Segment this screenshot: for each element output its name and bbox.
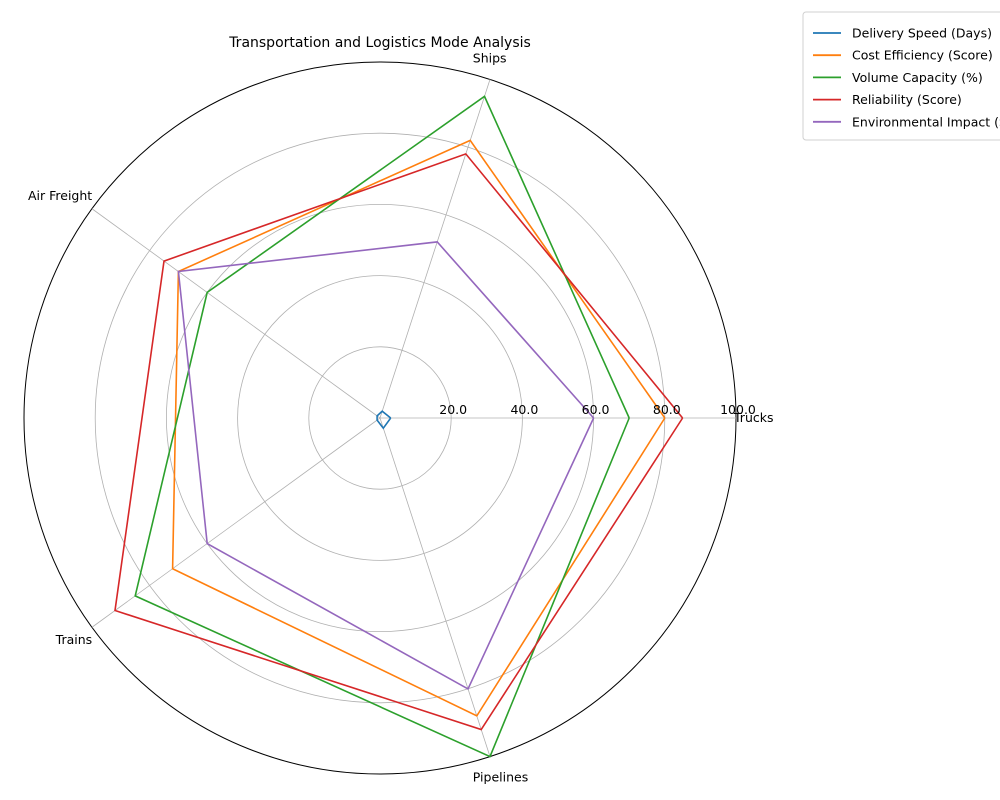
series-line bbox=[177, 241, 595, 691]
category-label: Pipelines bbox=[473, 769, 528, 784]
category-label: Trucks bbox=[733, 410, 773, 425]
radial-tick-label: 80.0 bbox=[653, 402, 681, 417]
series-layer bbox=[114, 95, 684, 758]
radial-tick-label: 20.0 bbox=[439, 402, 467, 417]
spoke-line bbox=[379, 417, 491, 757]
legend-entry: Reliability (Score) bbox=[852, 92, 962, 107]
series-line bbox=[114, 152, 684, 731]
spoke-line bbox=[91, 417, 381, 628]
category-label: Ships bbox=[473, 51, 507, 66]
spoke-line bbox=[91, 208, 381, 419]
radial-tick-label: 60.0 bbox=[582, 402, 610, 417]
series-line bbox=[171, 139, 666, 717]
series-line bbox=[134, 95, 630, 758]
category-label: Air Freight bbox=[28, 188, 92, 203]
legend-entry: Environmental Impact (Score) bbox=[852, 114, 1000, 129]
radial-tick-label: 100.0 bbox=[720, 402, 756, 417]
spoke-line bbox=[379, 79, 491, 419]
series-line bbox=[376, 410, 392, 430]
legend: Delivery Speed (Days) Cost Efficiency (Sc… bbox=[802, 11, 1000, 141]
chart-title: Transportation and Logistics Mode Analys… bbox=[228, 35, 531, 51]
category-label: Trains bbox=[55, 632, 93, 647]
legend-entry: Cost Efficiency (Score) bbox=[852, 48, 993, 63]
legend-box bbox=[802, 11, 1000, 141]
radial-tick-label: 40.0 bbox=[510, 402, 538, 417]
legend-entry: Volume Capacity (%) bbox=[852, 70, 983, 85]
legend-entry: Delivery Speed (Days) bbox=[852, 26, 992, 41]
